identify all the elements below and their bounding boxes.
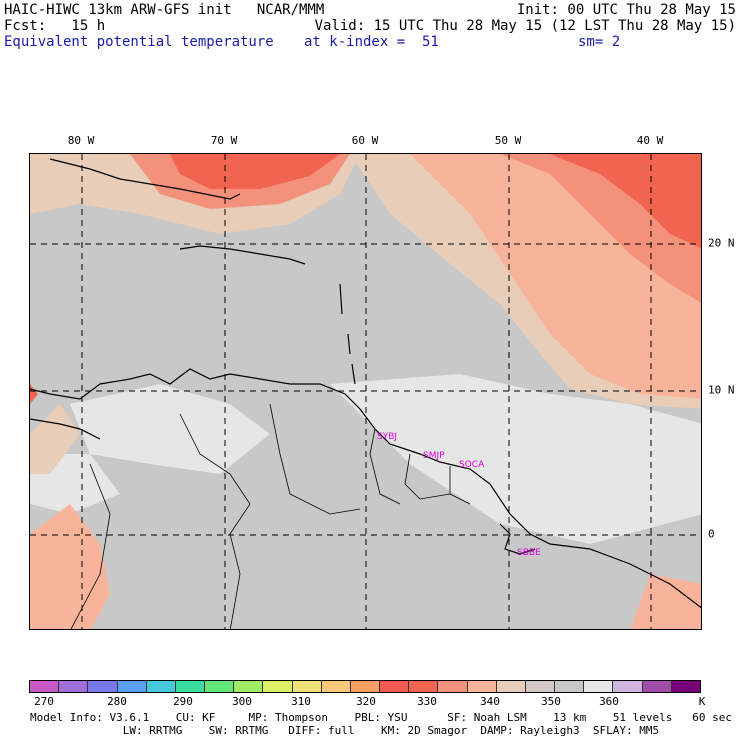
- colorbar-swatch: [555, 681, 585, 692]
- field-region-light: [330, 374, 701, 544]
- lat-label-0: 0: [708, 527, 715, 541]
- colorbar-swatch: [175, 681, 206, 692]
- colorbar-label: 270: [34, 695, 54, 708]
- colorbar-label: 310: [291, 695, 311, 708]
- south-america-coast: [30, 368, 701, 609]
- lon-label-80w: 80 W: [67, 134, 95, 147]
- cuba-coast: [49, 158, 241, 200]
- colorbar-label: 350: [541, 695, 561, 708]
- colorbar-swatch: [292, 681, 322, 692]
- colorbar-label: 340: [480, 695, 500, 708]
- colorbar-swatch: [380, 681, 410, 692]
- central-america-coast: [30, 418, 101, 440]
- site-label-sbbe: SBBE: [517, 548, 541, 558]
- amazon-delta: [499, 523, 536, 555]
- init-time: Init: 00 UTC Thu 28 May 15: [516, 2, 736, 18]
- colorbar-swatch: [234, 681, 264, 692]
- smoothing-info: sm= 2: [578, 34, 621, 50]
- colorbar-swatch: [467, 681, 497, 692]
- field-region-light: [70, 384, 270, 474]
- borders: [70, 403, 471, 629]
- colorbar-swatch: [146, 681, 176, 692]
- theta-e-map: [30, 154, 701, 629]
- site-label-soca: SOCA: [459, 460, 485, 470]
- lon-label-40w: 40 W: [636, 134, 664, 147]
- colorbar-label: 290: [173, 695, 193, 708]
- hispaniola-coast: [179, 245, 306, 265]
- field-region-warm-light: [630, 574, 701, 629]
- colorbar-swatch: [613, 681, 643, 692]
- valid-time: Valid: 15 UTC Thu 28 May 15 (12 LST Thu …: [314, 18, 736, 34]
- site-label-smjp: SMJP: [423, 451, 445, 461]
- border-venezuela-brazil: [269, 403, 361, 515]
- colorbar: [29, 680, 701, 693]
- colorbar-swatch: [409, 681, 439, 692]
- colorbar-swatch: [59, 681, 89, 692]
- colorbar-swatch: [205, 681, 235, 692]
- forecast-hour: Fcst: 15 h: [4, 18, 106, 34]
- lat-label-20n: 20 N: [708, 236, 735, 250]
- level-info: at k-index = 51: [304, 34, 439, 50]
- coastlines: [30, 158, 701, 609]
- field-region-warm-dark: [550, 154, 701, 249]
- model-title: HAIC-HIWC 13km ARW-GFS init NCAR/MMM: [4, 2, 325, 18]
- colorbar-label: 280: [107, 695, 127, 708]
- lesser-antilles: [339, 283, 356, 385]
- model-info-line1: Model Info: V3.6.1 CU: KF MP: Thompson P…: [30, 711, 732, 724]
- colorbar-swatch: [438, 681, 468, 692]
- model-info-line2: LW: RRTMG SW: RRTMG DIFF: full KM: 2D Sm…: [30, 724, 660, 737]
- colorbar-swatch: [263, 681, 293, 692]
- colorbar-swatch: [30, 681, 60, 692]
- border-french-guiana: [449, 466, 471, 505]
- graticule: [30, 154, 701, 629]
- colorbar-swatch: [496, 681, 526, 692]
- colorbar-label: 360: [599, 695, 619, 708]
- colorbar-swatch: [584, 681, 614, 692]
- lon-label-60w: 60 W: [351, 134, 379, 147]
- field-name: Equivalent potential temperature: [4, 34, 274, 50]
- colorbar-swatch: [321, 681, 351, 692]
- map-panel: SYBJ SMJP SOCA SBBE: [29, 153, 702, 630]
- colorbar-label: 330: [417, 695, 437, 708]
- colorbar-swatch: [117, 681, 147, 692]
- lon-label-70w: 70 W: [210, 134, 238, 147]
- site-label-sybj: SYBJ: [377, 432, 398, 442]
- colorbar-swatch: [642, 681, 672, 692]
- lat-label-10n: 10 N: [708, 383, 735, 397]
- colorbar-label: 300: [232, 695, 252, 708]
- colorbar-label: 320: [356, 695, 376, 708]
- colorbar-swatch: [350, 681, 381, 692]
- colorbar-unit: K: [698, 695, 706, 708]
- border-colombia-venezuela: [179, 413, 251, 629]
- field-region-warm-dark: [170, 154, 340, 189]
- border-suriname: [404, 453, 451, 500]
- colorbar-swatch: [88, 681, 118, 692]
- border-colombia-ecuador: [70, 463, 111, 629]
- colorbar-swatch: [671, 681, 700, 692]
- lon-label-50w: 50 W: [494, 134, 522, 147]
- colorbar-swatch: [525, 681, 556, 692]
- border-guyana: [369, 428, 401, 505]
